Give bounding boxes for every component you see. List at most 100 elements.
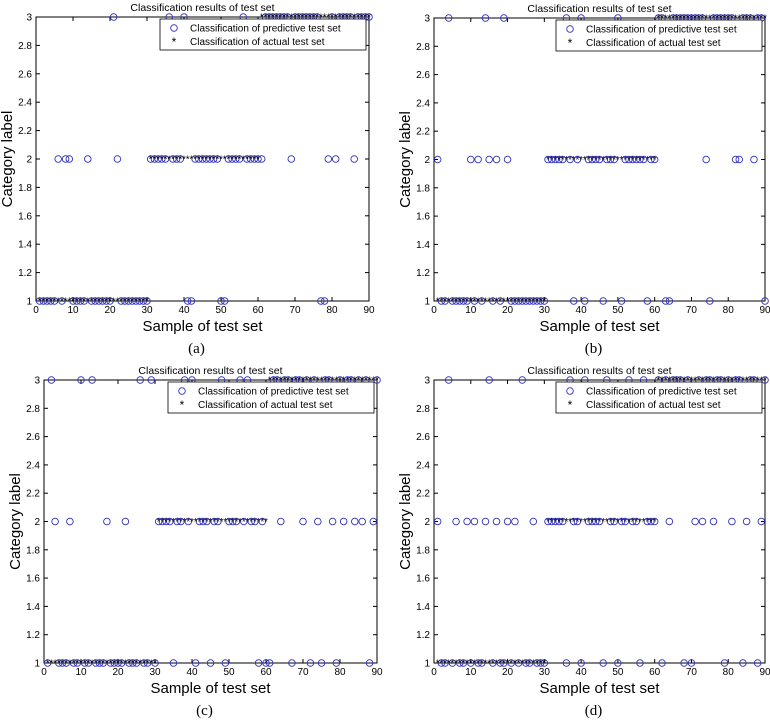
predicted-point [570, 517, 578, 526]
predicted-point [581, 297, 589, 305]
actual-point: * [480, 297, 484, 308]
actual-point: * [215, 155, 219, 166]
predicted-point [217, 297, 225, 305]
predicted-point [500, 14, 508, 22]
x-tick-label: 50 [612, 667, 624, 678]
actual-point: * [68, 659, 72, 670]
actual-point: * [535, 659, 539, 670]
actual-point: * [60, 297, 64, 308]
actual-point: * [439, 297, 443, 308]
x-tick-label: 70 [289, 305, 301, 316]
x-axis-label: Sample of test set [539, 318, 660, 335]
predicted-point [533, 297, 541, 305]
predicted-point [437, 297, 446, 305]
actual-point: * [495, 659, 499, 670]
predicted-point [529, 517, 538, 526]
actual-point: * [708, 376, 712, 387]
y-tick-label: 1.2 [18, 268, 32, 279]
actual-point: * [86, 659, 90, 670]
predicted-point [625, 155, 633, 164]
actual-point: * [127, 297, 131, 308]
actual-point: * [531, 297, 535, 308]
panel-caption: (c) [196, 703, 213, 719]
predicted-point [632, 517, 641, 526]
actual-point: * [737, 14, 741, 25]
actual-point: * [686, 376, 690, 387]
y-tick-label: 2.8 [416, 42, 430, 53]
actual-point: * [568, 155, 572, 166]
predicted-point [143, 297, 151, 305]
actual-point: * [598, 155, 602, 166]
legend-star-marker: * [568, 36, 573, 50]
actual-point: * [465, 297, 469, 308]
y-tick-label: 2.6 [18, 69, 32, 80]
predicted-point [606, 517, 615, 526]
predicted-point [647, 155, 655, 164]
actual-point: * [715, 376, 719, 387]
actual-point: * [282, 13, 286, 24]
actual-point: * [520, 659, 524, 670]
actual-point: * [531, 659, 535, 670]
predicted-point [169, 155, 177, 163]
predicted-point [650, 155, 659, 164]
actual-point: * [524, 659, 528, 670]
predicted-point [555, 155, 563, 164]
actual-point: * [476, 297, 480, 308]
actual-point: * [634, 155, 638, 166]
predicted-point [621, 517, 629, 526]
predicted-point [150, 155, 159, 163]
predicted-point [636, 659, 644, 667]
predicted-point [558, 155, 567, 164]
y-tick-label: 1.8 [416, 545, 430, 556]
predicted-point [522, 297, 530, 305]
actual-point: * [715, 14, 719, 25]
x-tick-label: 30 [141, 305, 153, 316]
actual-point: * [450, 659, 454, 670]
predicted-point [463, 517, 471, 526]
actual-point: * [197, 517, 201, 528]
predicted-point [50, 297, 59, 305]
y-tick-label: 1 [424, 297, 430, 308]
actual-point: * [678, 14, 682, 25]
actual-point: * [72, 659, 76, 670]
actual-point: * [279, 376, 283, 387]
actual-point: * [675, 14, 679, 25]
predicted-point [55, 659, 63, 667]
actual-point: * [734, 376, 738, 387]
predicted-point [592, 517, 600, 526]
actual-point: * [64, 659, 68, 670]
actual-point: * [583, 155, 587, 166]
actual-point: * [120, 659, 124, 670]
actual-point: * [587, 155, 591, 166]
actual-point: * [572, 517, 576, 528]
legend-star-marker: * [172, 35, 177, 49]
predicted-point [584, 155, 593, 164]
actual-point: * [575, 155, 579, 166]
actual-point: * [502, 659, 506, 670]
predicted-point [317, 297, 325, 305]
y-tick-label: 2.8 [416, 404, 430, 415]
actual-point: * [443, 297, 447, 308]
predicted-point [191, 155, 199, 163]
y-axis-label: Category label [397, 111, 414, 208]
predicted-point [562, 659, 571, 667]
actual-point: * [109, 659, 113, 670]
actual-point: * [319, 13, 323, 24]
actual-point: * [627, 517, 631, 528]
actual-point: * [156, 155, 160, 166]
actual-point: * [138, 659, 142, 670]
actual-point: * [509, 659, 513, 670]
predicted-point [647, 517, 655, 526]
legend-circle-marker [566, 387, 574, 395]
y-tick-label: 2.2 [26, 489, 40, 500]
actual-point: * [342, 376, 346, 387]
predicted-point [243, 155, 251, 163]
actual-point: * [341, 13, 345, 24]
predicted-point [195, 517, 204, 526]
predicted-point [324, 155, 333, 163]
predicted-point [511, 297, 519, 305]
predicted-point [351, 517, 359, 526]
predicted-point [84, 155, 92, 163]
actual-point: * [506, 297, 510, 308]
actual-point: * [90, 659, 94, 670]
